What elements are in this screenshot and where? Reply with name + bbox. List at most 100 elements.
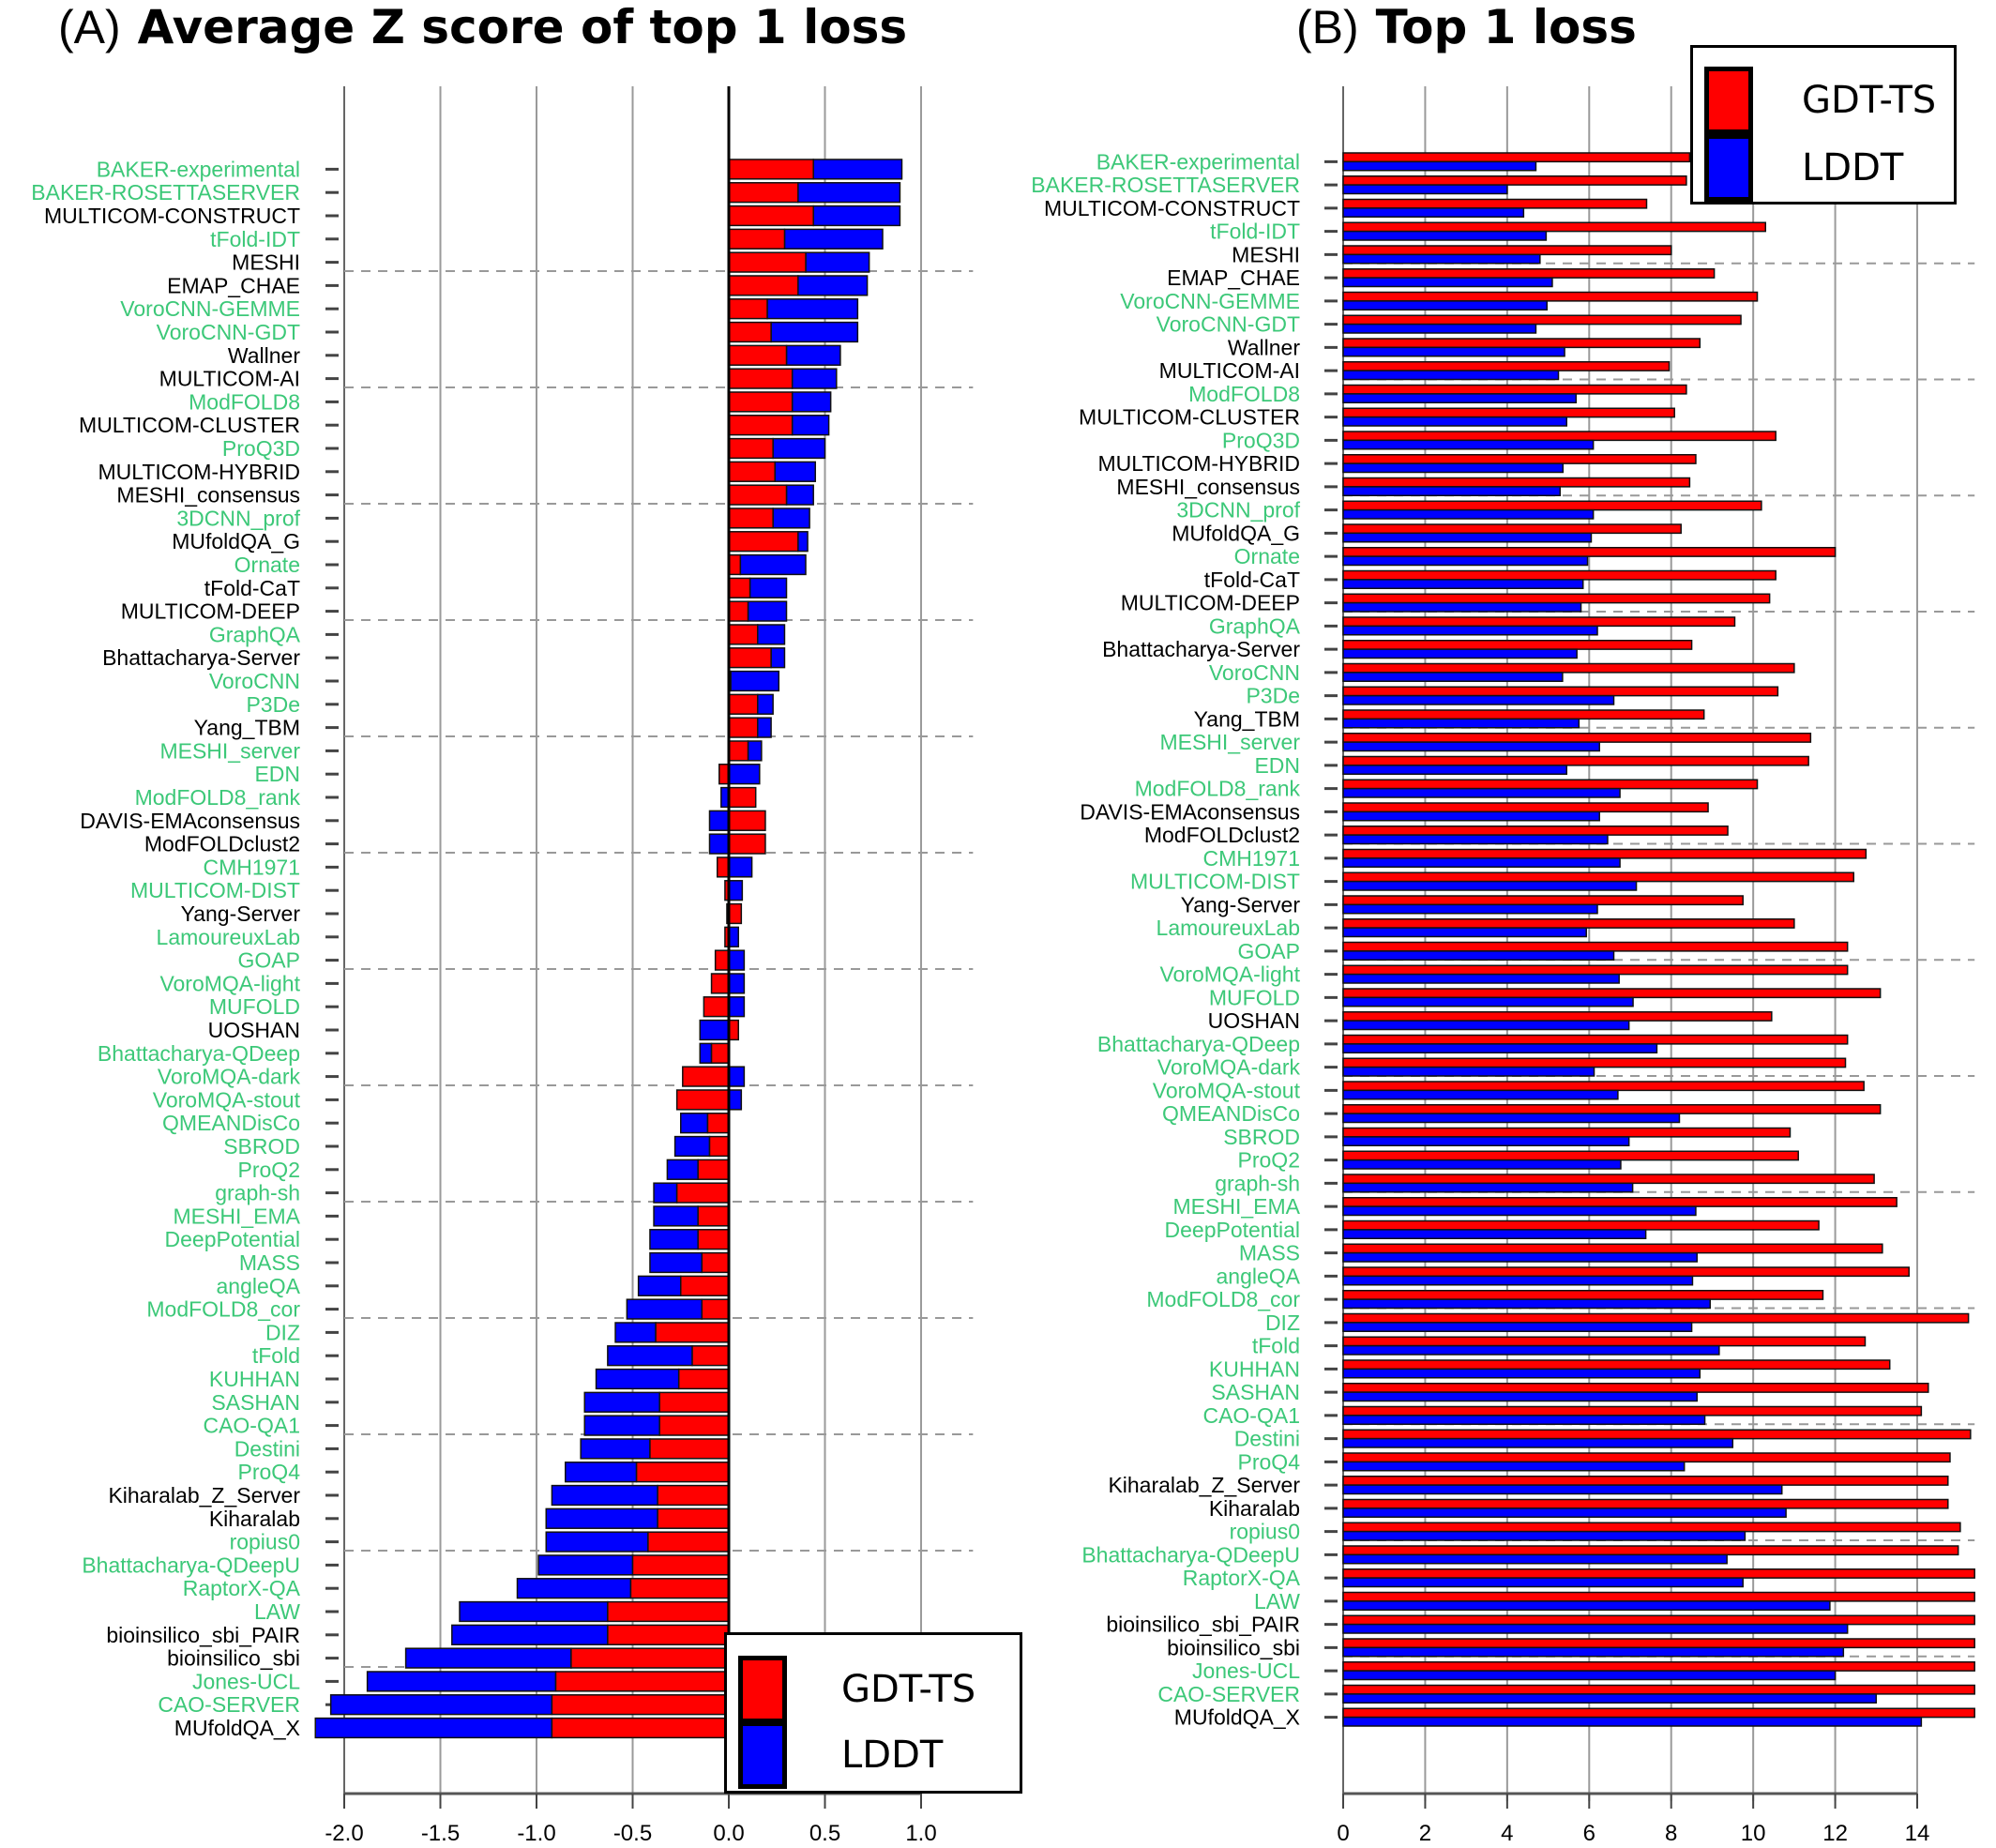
bar-gdt-ts [680, 1275, 730, 1296]
bar-gdt-ts [710, 973, 730, 994]
category-label: GraphQA [1209, 613, 1301, 638]
bar-lddt [728, 926, 739, 947]
x-tick-label: 2 [1419, 1821, 1431, 1846]
category-label: SBROD [1223, 1125, 1300, 1149]
bar-gdt-ts [728, 740, 749, 762]
bar-gdt-ts [1342, 431, 1777, 442]
bar-lddt [653, 1182, 678, 1204]
category-label: VoroCNN-GEMME [120, 296, 300, 321]
category-label: CAO-QA1 [203, 1414, 300, 1438]
category-label: Kiharalab_Z_Server [108, 1483, 300, 1507]
bar-lddt [1342, 508, 1595, 520]
bar-lddt [1342, 1020, 1630, 1031]
legend-label-lddt: LDDT [841, 1734, 944, 1777]
bar-lddt [1342, 927, 1587, 938]
bar-lddt [1342, 1275, 1694, 1286]
bar-lddt [766, 298, 859, 320]
bar-gdt-ts [728, 204, 814, 227]
category-label: MULTICOM-CLUSTER [1079, 405, 1300, 430]
bar-lddt [1342, 207, 1525, 218]
bar-gdt-ts [1342, 941, 1849, 952]
category-label: Bhattacharya-QDeepU [82, 1553, 300, 1577]
bar-lddt [770, 647, 786, 669]
bar-gdt-ts [1342, 175, 1687, 186]
bar-lddt [1342, 300, 1549, 311]
bar-lddt [1342, 903, 1598, 915]
bar-gdt-ts [728, 531, 799, 553]
bar-gdt-ts [1342, 1568, 1975, 1579]
bar-gdt-ts [1342, 1429, 1972, 1440]
bar-gdt-ts [570, 1647, 730, 1669]
bar-gdt-ts [551, 1717, 730, 1739]
category-label: MUfoldQA_G [172, 529, 300, 553]
category-label: EDN [254, 762, 300, 786]
bar-gdt-ts [658, 1415, 730, 1436]
bar-gdt-ts [1342, 1219, 1820, 1231]
category-label: CMH1971 [1202, 846, 1300, 871]
category-label: Bhattacharya-QDeepU [1081, 1542, 1300, 1567]
bar-gdt-ts [551, 1694, 730, 1716]
bar-lddt [1342, 230, 1548, 241]
bar-gdt-ts [1342, 1522, 1961, 1533]
bar-gdt-ts [728, 275, 799, 296]
bar-lddt [1342, 741, 1600, 752]
category-label: UOSHAN [208, 1018, 300, 1042]
bar-lddt [1342, 672, 1564, 682]
bar-lddt [1342, 1507, 1787, 1518]
category-label: tFold-IDT [1210, 220, 1300, 244]
category-label: ModFOLD8 [1188, 382, 1300, 406]
category-label: VoroCNN-GDT [1157, 312, 1300, 337]
x-tick-label: 12 [1822, 1821, 1848, 1846]
bar-gdt-ts [1342, 1011, 1773, 1022]
category-label: VoroMQA-light [159, 971, 300, 995]
bar-lddt [565, 1462, 638, 1483]
bar-gdt-ts [1342, 1127, 1792, 1138]
category-label: LamoureuxLab [157, 925, 300, 949]
bar-gdt-ts [728, 251, 807, 273]
bar-gdt-ts [655, 1322, 730, 1343]
bar-lddt [1342, 370, 1560, 381]
bar-lddt [314, 1717, 553, 1739]
bar-lddt [516, 1578, 632, 1599]
category-label: tFold-CaT [1204, 568, 1300, 592]
x-tick-label: -1.0 [517, 1821, 555, 1846]
category-label: EMAP_CHAE [1167, 265, 1300, 290]
category-label: MULTICOM-DIST [130, 878, 300, 902]
bar-lddt [708, 833, 730, 855]
bar-lddt [1342, 765, 1567, 775]
category-label: tFold [1252, 1334, 1300, 1358]
category-label: tFold-IDT [210, 227, 300, 251]
category-label: CAO-QA1 [1202, 1403, 1300, 1428]
category-label: ModFOLDclust2 [1144, 823, 1300, 847]
bar-gdt-ts [728, 810, 766, 831]
bar-lddt [583, 1415, 660, 1436]
bar-gdt-ts [1342, 407, 1675, 418]
category-label: DeepPotential [165, 1227, 301, 1251]
bar-lddt [1342, 1159, 1622, 1170]
bar-lddt [728, 880, 744, 901]
bar-lddt [366, 1671, 557, 1692]
bar-gdt-ts [728, 577, 751, 598]
bar-gdt-ts [697, 1205, 730, 1227]
category-label: Kiharalab [209, 1507, 300, 1531]
bar-lddt [459, 1600, 609, 1623]
bar-gdt-ts [1342, 826, 1729, 836]
bar-gdt-ts [728, 368, 794, 389]
bar-gdt-ts [1342, 988, 1882, 999]
bar-gdt-ts [1342, 802, 1709, 813]
legend-item-lddt: LDDT [738, 1721, 943, 1789]
bar-gdt-ts [1342, 245, 1672, 256]
bar-lddt [797, 531, 809, 553]
category-label: Ornate [1234, 544, 1300, 568]
bar-gdt-ts [1342, 1243, 1883, 1254]
bar-lddt [1342, 1344, 1720, 1356]
category-label: GOAP [238, 948, 300, 973]
bar-gdt-ts [1342, 268, 1716, 279]
bar-lddt [1342, 625, 1598, 636]
bar-lddt [1342, 579, 1584, 589]
bar-gdt-ts [728, 159, 814, 180]
bar-gdt-ts [728, 1019, 739, 1041]
bar-lddt [1342, 1553, 1728, 1565]
bar-gdt-ts [1342, 1336, 1867, 1347]
legend-swatch-gdt-ts [738, 1656, 787, 1723]
